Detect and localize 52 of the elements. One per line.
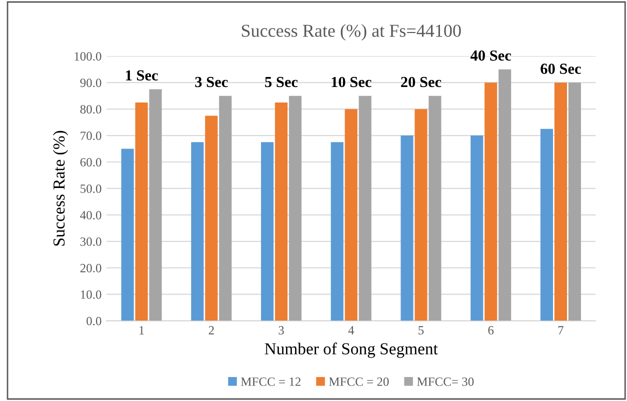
bar bbox=[498, 69, 512, 321]
x-axis-title: Number of Song Segment bbox=[264, 342, 438, 358]
bar bbox=[135, 102, 148, 321]
bar bbox=[121, 148, 134, 321]
chart-title: Success Rate (%) at Fs=44100 bbox=[242, 24, 461, 41]
annotation: 10 Sec bbox=[332, 76, 372, 88]
bar bbox=[274, 102, 288, 321]
x-tick-label: 1 bbox=[139, 326, 144, 334]
x-tick-label: 3 bbox=[278, 326, 284, 334]
annotation: 40 Sec bbox=[470, 50, 512, 61]
y-tick-label: 0.0 bbox=[86, 316, 102, 326]
bar bbox=[470, 136, 484, 321]
x-tick-label: 2 bbox=[208, 326, 214, 334]
y-tick-label: 30.0 bbox=[80, 237, 102, 246]
y-tick-label: 90.0 bbox=[80, 78, 102, 88]
x-tick-label: 7 bbox=[558, 326, 564, 334]
bar bbox=[540, 128, 554, 321]
bar bbox=[484, 82, 498, 321]
bar bbox=[344, 109, 358, 321]
bar bbox=[358, 96, 372, 321]
y-tick-label: 20.0 bbox=[80, 264, 102, 272]
legend-label: MFCC = 20 bbox=[329, 377, 389, 386]
annotation: 20 Sec bbox=[401, 76, 442, 88]
bar bbox=[288, 96, 302, 321]
x-tick-label: 5 bbox=[418, 326, 424, 334]
x-tick-label: 6 bbox=[488, 326, 494, 334]
annotation: 60 Sec bbox=[540, 64, 581, 74]
bar bbox=[428, 96, 442, 321]
y-tick-label: 60.0 bbox=[80, 158, 102, 167]
y-tick-label: 50.0 bbox=[80, 184, 102, 193]
y-tick-label: 40.0 bbox=[80, 210, 102, 220]
bar bbox=[330, 142, 344, 321]
annotation: 3 Sec bbox=[195, 76, 228, 88]
y-tick-label: 100.0 bbox=[74, 52, 102, 61]
bar bbox=[260, 142, 274, 321]
legend-label: MFCC= 30 bbox=[417, 377, 474, 386]
bar bbox=[205, 116, 218, 321]
bar bbox=[219, 96, 232, 321]
y-tick-label: 80.0 bbox=[80, 105, 102, 114]
y-tick-label: 70.0 bbox=[80, 132, 102, 140]
x-tick-label: 4 bbox=[348, 326, 354, 334]
bar bbox=[149, 89, 162, 321]
bar bbox=[191, 142, 204, 321]
bar bbox=[554, 82, 568, 321]
bar bbox=[568, 82, 581, 321]
bar bbox=[400, 136, 414, 321]
annotation: 5 Sec bbox=[265, 76, 298, 88]
legend-label: MFCC = 12 bbox=[240, 378, 300, 386]
annotation: 1 Sec bbox=[126, 70, 158, 81]
bar bbox=[414, 109, 428, 321]
y-tick-label: 10.0 bbox=[80, 290, 102, 299]
y-axis-title: Success Rate (%) bbox=[52, 130, 68, 246]
